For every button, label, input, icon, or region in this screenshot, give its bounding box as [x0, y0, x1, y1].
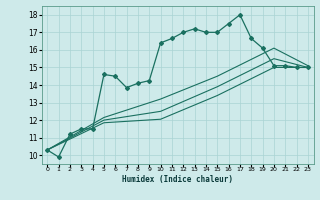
X-axis label: Humidex (Indice chaleur): Humidex (Indice chaleur) — [122, 175, 233, 184]
